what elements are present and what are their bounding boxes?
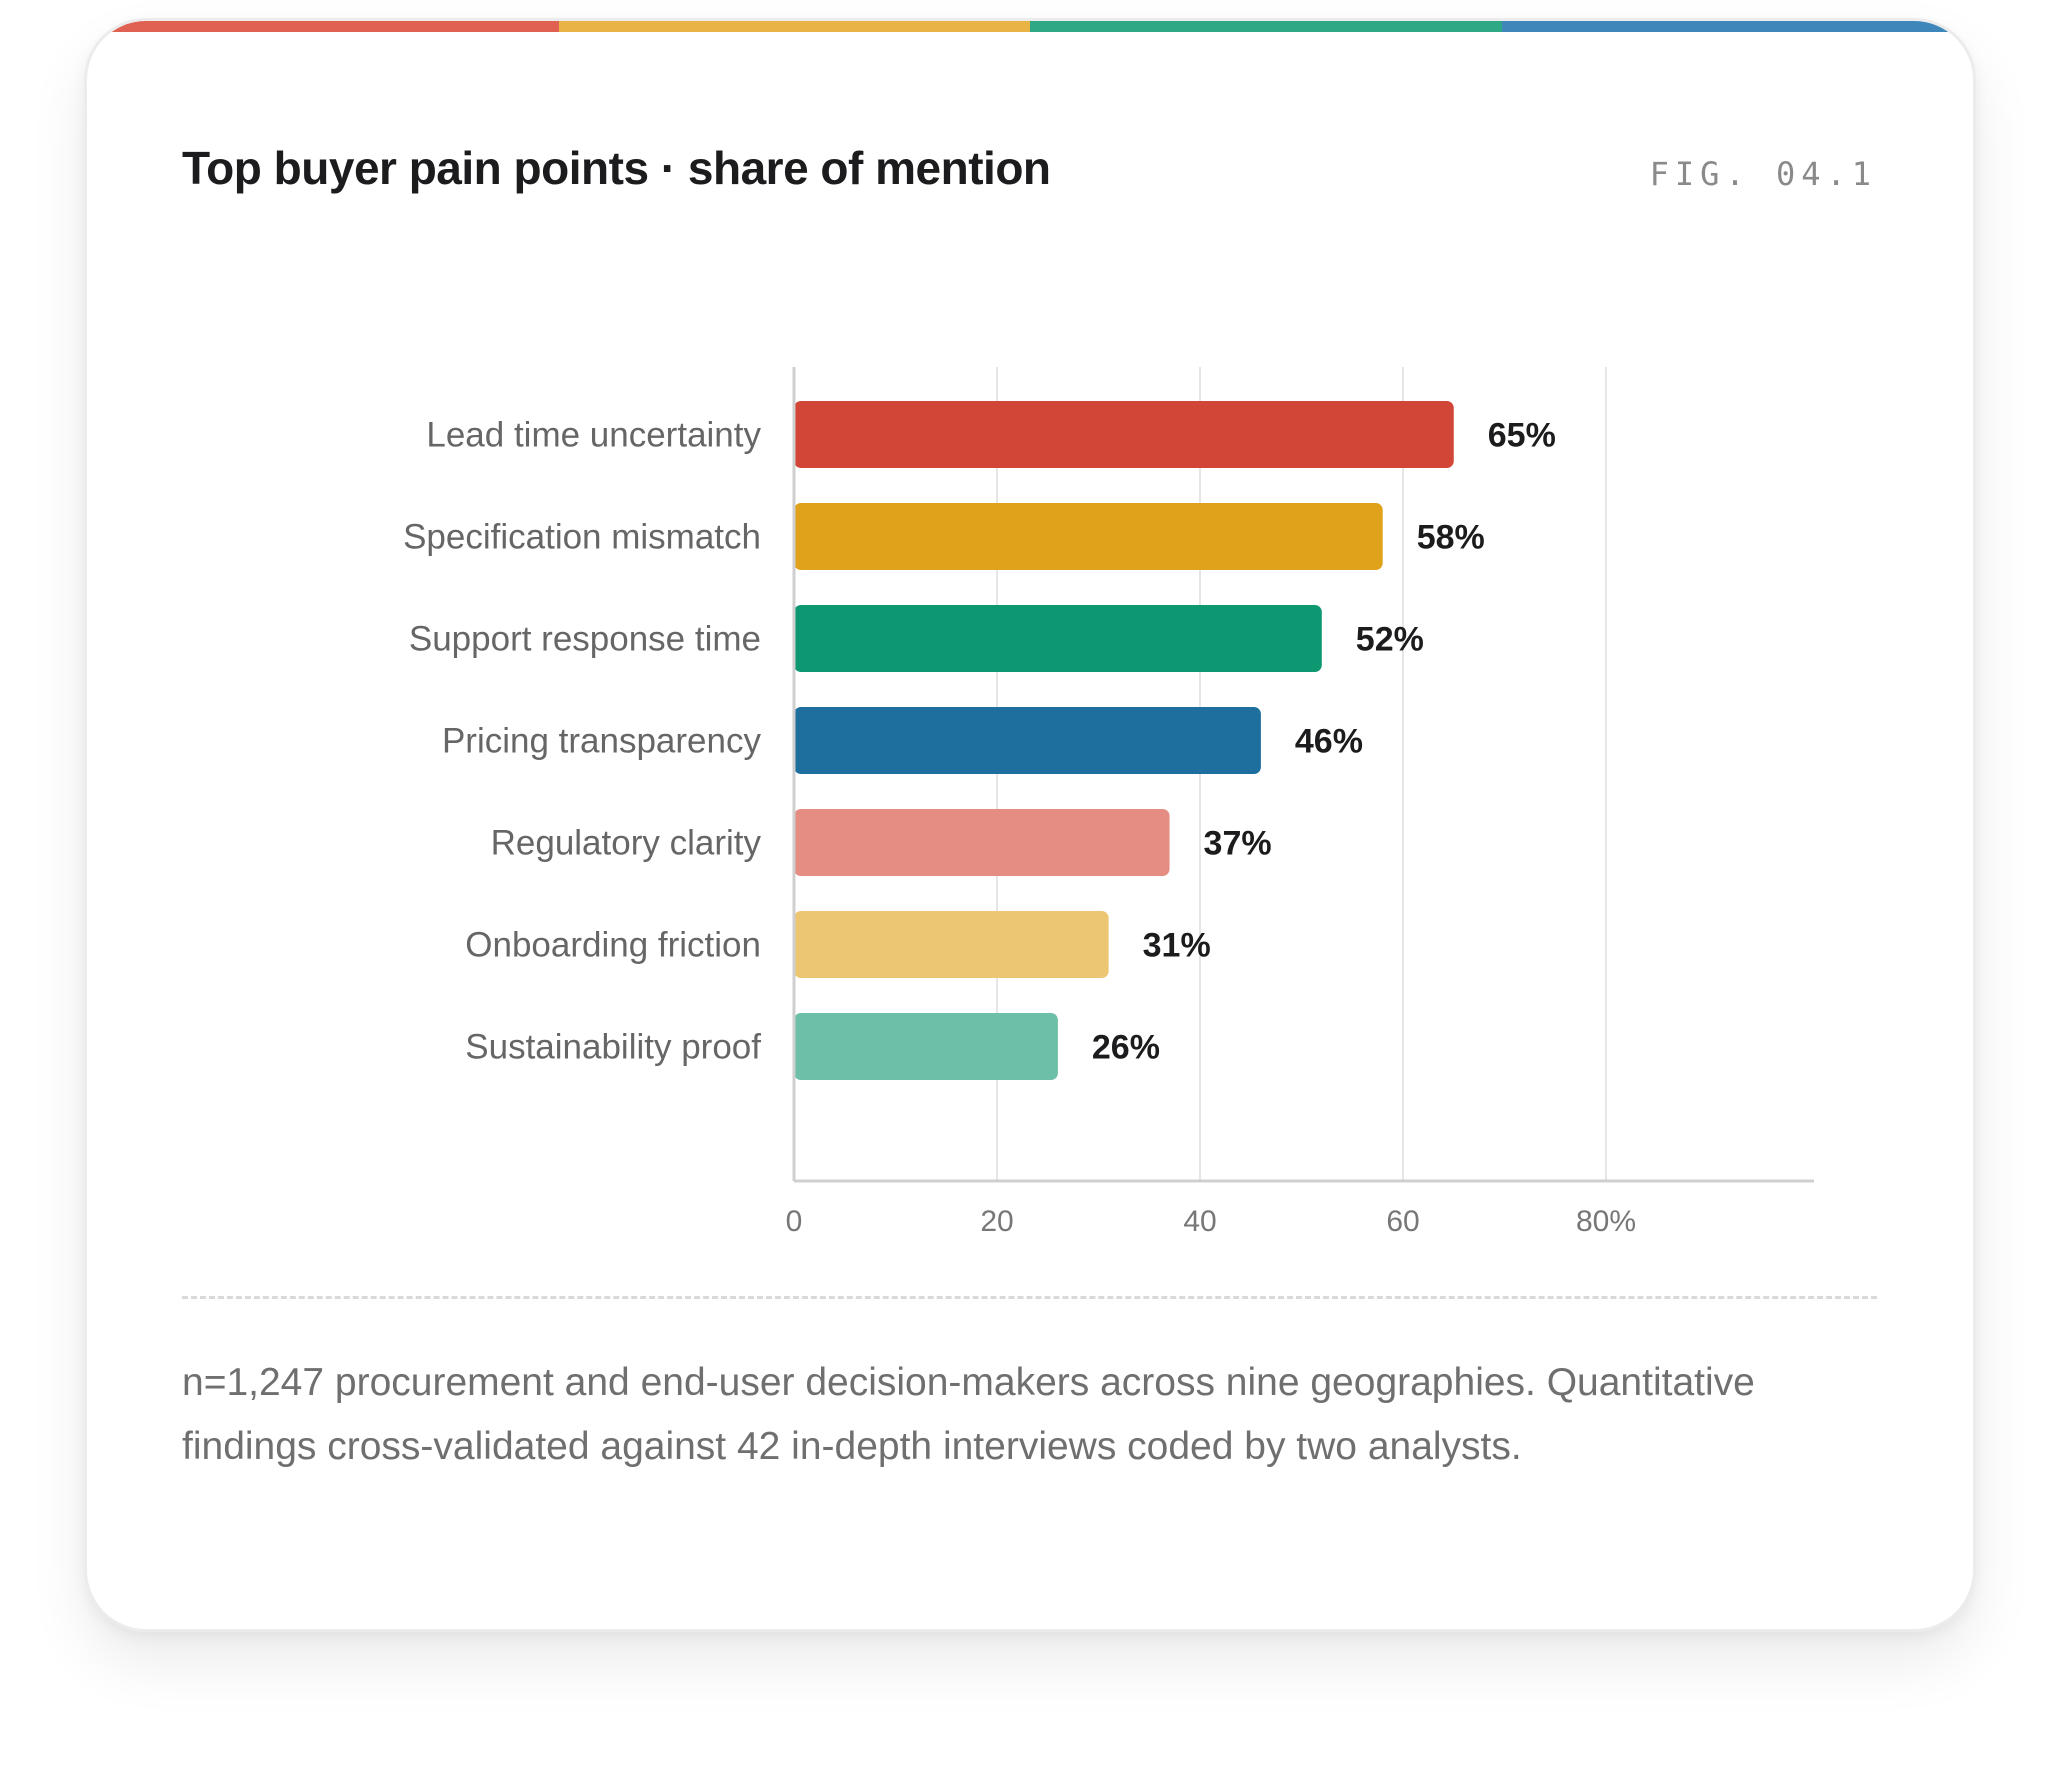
accent-segment-yellow [558, 21, 1030, 32]
accent-segment-red [87, 21, 559, 32]
x-tick-label: 0 [786, 1205, 803, 1238]
bar [794, 1013, 1058, 1080]
bar-chart: Lead time uncertainty 65% Specification mi… [403, 367, 1814, 1238]
category-label: Lead time uncertainty [426, 416, 761, 455]
bar [794, 503, 1383, 570]
bar [794, 605, 1322, 672]
data-label: 37% [1204, 825, 1272, 863]
x-tick-label: 20 [980, 1205, 1013, 1238]
x-tick-label: 40 [1183, 1205, 1216, 1238]
bars: Lead time uncertainty 65% Specification mi… [403, 401, 1556, 1080]
accent-segment-blue [1501, 21, 1973, 32]
x-axis: 0 20 40 60 80% [786, 367, 1814, 1238]
accent-segment-green [1030, 21, 1502, 32]
data-label: 65% [1488, 417, 1556, 455]
figure-card: Top buyer pain points · share of mention… [84, 18, 1976, 1632]
category-label: Support response time [409, 620, 761, 659]
x-tick-label: 60 [1386, 1205, 1419, 1238]
data-label: 31% [1143, 927, 1211, 965]
footnote-divider [182, 1296, 1877, 1299]
category-label: Onboarding friction [465, 926, 761, 965]
accent-stripe [87, 21, 1973, 32]
data-label: 46% [1295, 723, 1363, 761]
footnote-text: n=1,247 procurement and end-user decisio… [182, 1361, 1755, 1468]
data-label: 52% [1356, 621, 1424, 659]
category-label: Regulatory clarity [491, 824, 762, 863]
category-label: Pricing transparency [442, 722, 762, 761]
data-label: 26% [1092, 1029, 1160, 1067]
chart-title: Top buyer pain points · share of mention [182, 142, 1051, 194]
x-tick-label: 80% [1576, 1205, 1636, 1238]
bar [794, 911, 1109, 978]
figure-number: FIG. 04.1 [1649, 155, 1877, 193]
category-label: Specification mismatch [403, 518, 761, 557]
bar [794, 401, 1454, 468]
category-label: Sustainability proof [465, 1028, 761, 1067]
bar [794, 809, 1170, 876]
bar [794, 707, 1261, 774]
data-label: 58% [1417, 519, 1485, 557]
